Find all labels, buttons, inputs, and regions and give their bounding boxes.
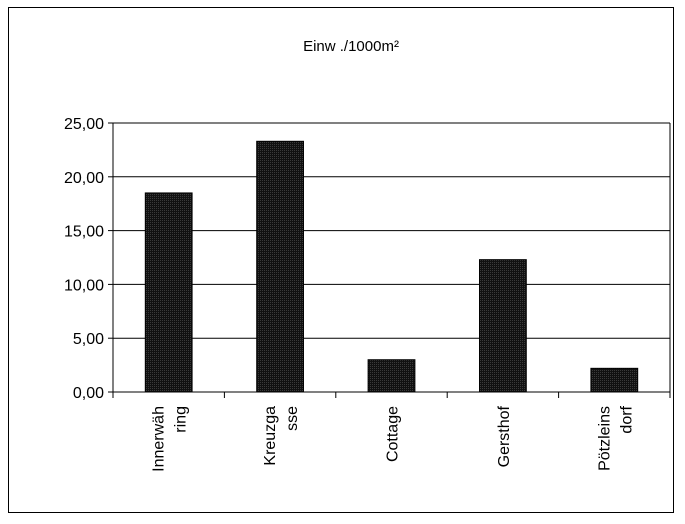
x-tick-label: Innerwäh	[151, 406, 168, 472]
x-tick-label: Kreuzga	[262, 406, 279, 466]
y-tick-label: 25,00	[64, 116, 104, 133]
x-tick-label: ring	[173, 406, 190, 433]
bars	[144, 140, 639, 393]
x-tick-label: sse	[284, 406, 301, 431]
y-tick-label: 0,00	[73, 385, 104, 402]
x-tick-labels: Innerwäh ring Kreuzga sse Cottage Gersthof Pöt…	[151, 405, 636, 471]
bar	[590, 367, 639, 393]
y-tick-label: 15,00	[64, 224, 104, 241]
bar	[479, 259, 527, 393]
x-tick-label: Gersthof	[496, 405, 513, 467]
bar	[256, 140, 304, 393]
gridlines	[113, 122, 670, 339]
chart-title: Einw ./1000m²	[303, 38, 399, 55]
axes	[108, 122, 671, 398]
bar	[144, 192, 193, 393]
y-tick-label: 20,00	[64, 170, 104, 187]
x-tick-label: Cottage	[385, 406, 402, 462]
y-tick-label: 5,00	[73, 331, 104, 348]
x-tick-label: dorf	[618, 405, 635, 433]
bar	[367, 359, 416, 393]
chart-frame	[8, 7, 674, 513]
y-tick-label: 10,00	[64, 277, 104, 294]
x-tick-label: Pötzleins	[596, 406, 613, 471]
y-tick-labels: 0,00 5,00 10,00 15,00 20,00 25,00	[64, 116, 104, 402]
